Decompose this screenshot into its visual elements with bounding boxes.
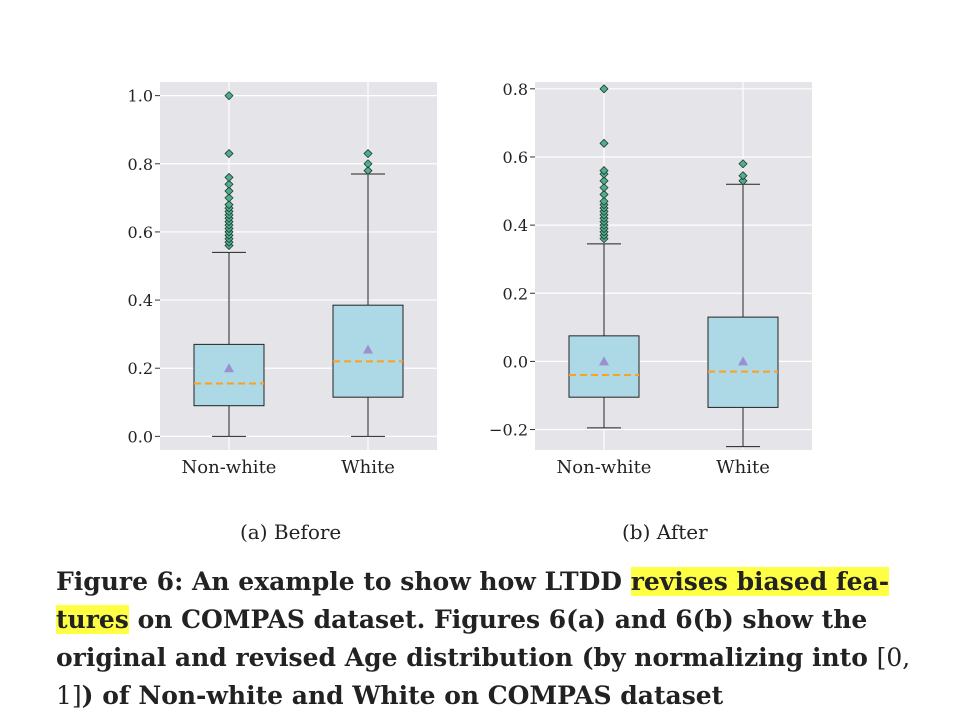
x-category-label: Non-white: [557, 457, 652, 478]
caption-part3: ) of Non-white and White on COMPAS datas…: [81, 681, 724, 710]
outlier-point: [224, 186, 234, 196]
outlier-point: [599, 138, 609, 148]
y-tick-label: 0.6: [503, 148, 528, 167]
x-category-label: White: [716, 457, 770, 478]
caption-interval: [0, 1]: [56, 643, 911, 710]
mean-marker: [363, 344, 373, 354]
y-tick-label: 0.8: [128, 155, 153, 174]
outlier-point: [738, 159, 748, 169]
outlier-point: [599, 166, 609, 176]
outlier-point: [224, 91, 234, 101]
box: [193, 343, 265, 407]
outlier-point: [224, 179, 234, 189]
y-tick-label: 0.8: [503, 80, 528, 99]
caption-highlight1: revises biased fea-: [630, 567, 890, 596]
subcaption-after: (b) After: [622, 520, 708, 544]
outlier-point: [363, 159, 373, 169]
outlier-point: [599, 84, 609, 94]
outlier-point: [599, 189, 609, 200]
outlier-point: [599, 183, 609, 193]
outlier-point: [224, 148, 234, 159]
y-tick-label: 1.0: [128, 87, 153, 106]
x-category-label: Non-white: [182, 457, 277, 478]
y-tick-label: 0.2: [503, 284, 528, 303]
outlier-point: [224, 172, 234, 182]
outlier-point: [599, 196, 609, 206]
mean-marker: [599, 356, 609, 366]
y-tick-label: 0.6: [128, 223, 153, 242]
outlier-point: [738, 171, 748, 181]
outlier-point: [738, 176, 748, 186]
outlier-point: [224, 193, 234, 203]
panel-before: 0.0 0.2 0.4 0.6 0.8 1.0 Non-white White: [128, 82, 437, 478]
subcaption-before: (a) Before: [240, 520, 342, 544]
y-tick-label: 0.2: [128, 359, 153, 378]
caption-part2: on COMPAS dataset. Figures 6(a) and 6(b)…: [56, 605, 877, 672]
mean-marker: [738, 356, 748, 366]
panel-after: −0.2 0.0 0.2 0.4 0.6 0.8 Non-white White: [489, 80, 812, 478]
y-tick-label: 0.4: [503, 216, 528, 235]
y-tick-label: 0.0: [503, 352, 528, 371]
caption-highlight2: tures: [56, 605, 129, 634]
caption-part1: Figure 6: An example to show how LTDD: [56, 567, 631, 596]
x-category-label: White: [341, 457, 395, 478]
outlier-point: [363, 148, 373, 159]
y-tick-label: 0.4: [128, 291, 153, 310]
box: [568, 335, 640, 398]
figure-caption: Figure 6: An example to show how LTDD re…: [56, 563, 916, 715]
mean-marker: [224, 363, 234, 373]
figure-charts: 0.0 0.2 0.4 0.6 0.8 1.0 Non-white White −0.2 0.0…: [128, 80, 812, 478]
y-tick-label: −0.2: [489, 421, 528, 440]
y-tick-label: 0.0: [128, 427, 153, 446]
outlier-point: [224, 200, 234, 210]
outlier-point: [599, 176, 609, 186]
outlier-point: [363, 166, 373, 176]
